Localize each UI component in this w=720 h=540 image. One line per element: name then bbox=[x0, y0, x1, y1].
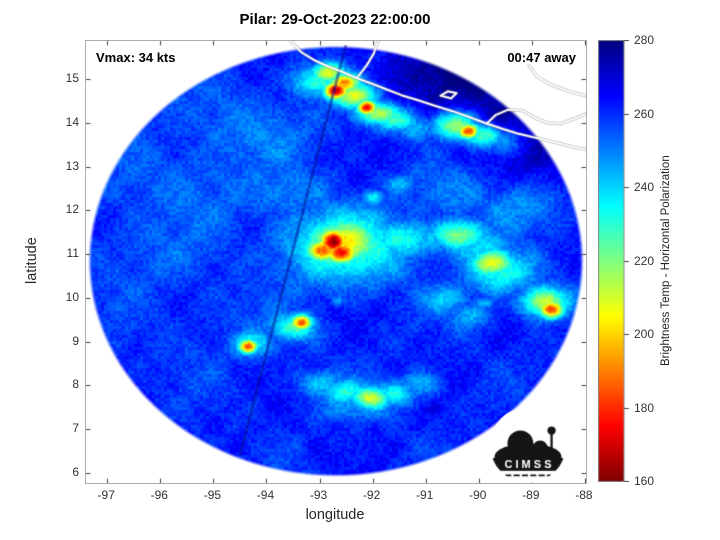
colorbar-tick-label: 260 bbox=[634, 106, 655, 121]
y-tick-label: 7 bbox=[72, 421, 79, 436]
plot-area: Vmax: 34 kts 00:47 away bbox=[85, 40, 587, 484]
x-tick-label: -95 bbox=[203, 488, 222, 502]
y-tick-label: 15 bbox=[65, 71, 79, 86]
colorbar-tick-label: 240 bbox=[634, 180, 655, 194]
y-tick-label: 9 bbox=[72, 333, 79, 348]
colorbar-label: Brightness Temp - Horizontal Polarizatio… bbox=[660, 155, 672, 367]
y-axis-label: latitude bbox=[24, 237, 40, 285]
vmax-annotation: Vmax: 34 kts bbox=[96, 50, 176, 65]
x-tick-label: -97 bbox=[97, 488, 115, 502]
x-tick-label: -88 bbox=[575, 488, 593, 502]
x-tick-label: -91 bbox=[416, 488, 434, 502]
satellite-map-canvas bbox=[86, 41, 586, 483]
y-axis-ticks: 6 7 8 9 10 11 12 13 14 15 bbox=[45, 40, 79, 482]
y-tick-label: 13 bbox=[65, 158, 79, 173]
x-tick-label: -94 bbox=[256, 488, 275, 502]
y-tick-label: 6 bbox=[72, 464, 79, 479]
y-tick-label: 8 bbox=[72, 377, 79, 392]
x-tick-label: -90 bbox=[469, 488, 487, 502]
colorbar-tick-label: 160 bbox=[634, 474, 655, 488]
x-axis-ticks: -97 -96 -95 -94 -93 -92 -91 -90 -89 -88 bbox=[85, 488, 593, 504]
colorbar-canvas bbox=[598, 40, 632, 482]
eta-annotation: 00:47 away bbox=[507, 50, 576, 65]
colorbar: 160 180 200 220 240 260 280 Brightness Temp - … bbox=[598, 33, 720, 488]
y-tick-label: 12 bbox=[65, 202, 79, 217]
colorbar-tick-label: 220 bbox=[634, 253, 655, 268]
y-tick-label: 10 bbox=[65, 289, 79, 304]
x-tick-label: -89 bbox=[522, 488, 540, 502]
colorbar-tick-label: 280 bbox=[634, 33, 655, 47]
colorbar-tick-label: 200 bbox=[634, 327, 655, 341]
x-axis-label: longitude bbox=[305, 507, 365, 523]
y-tick-label: 14 bbox=[65, 114, 79, 129]
y-tick-label: 11 bbox=[66, 246, 79, 261]
x-tick-label: -93 bbox=[309, 488, 328, 502]
colorbar-tick-label: 180 bbox=[634, 400, 655, 415]
x-tick-label: -96 bbox=[150, 488, 168, 502]
plot-title: Pilar: 29-Oct-2023 22:00:00 bbox=[239, 11, 431, 28]
x-tick-label: -92 bbox=[362, 488, 381, 502]
